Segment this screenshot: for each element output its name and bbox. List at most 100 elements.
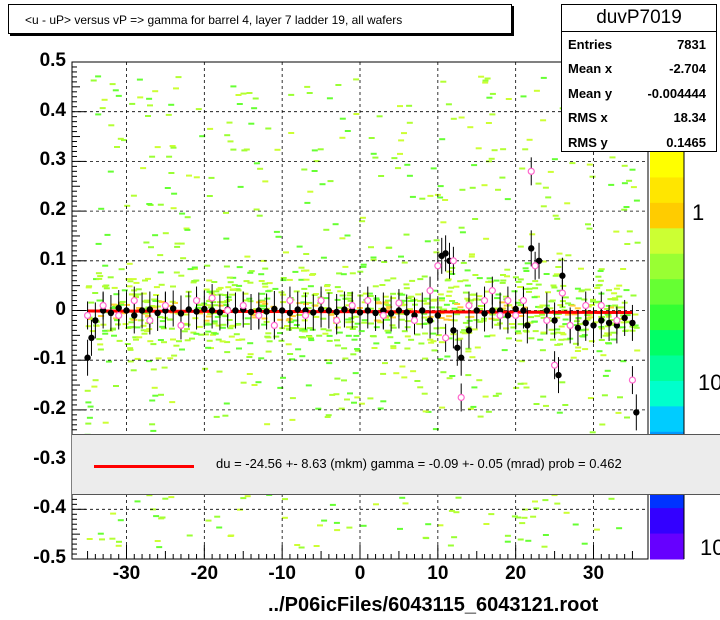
scatter-cell [499,301,506,304]
scatter-cell [191,267,198,270]
scatter-cell [624,314,631,317]
scatter-cell [472,274,479,276]
scatter-cell [158,393,164,396]
scatter-cell [286,278,293,281]
scatter-cell [216,370,223,373]
scatter-cell [259,307,266,310]
scatter-cell [574,320,580,323]
scatter-cell [158,517,165,520]
scatter-cell [431,289,438,292]
scatter-cell [430,332,437,335]
scatter-cell [476,379,483,382]
scatter-cell [400,299,407,302]
profile-point-open [496,311,504,320]
scatter-cell [280,301,287,304]
scatter-cell [328,313,335,316]
scatter-cell [382,301,389,304]
scatter-cell [619,326,626,329]
scatter-cell [99,538,105,541]
title-box: <u - uP> versus vP => gamma for barrel 4… [8,4,512,34]
scatter-cell [613,287,620,290]
scatter-cell [236,266,243,269]
scatter-cell [504,198,511,201]
scatter-cell [401,132,407,135]
scatter-cell [515,280,522,283]
scatter-cell [217,304,224,307]
scatter-cell [555,266,562,268]
scatter-cell [206,279,213,282]
scatter-cell [373,298,380,301]
scatter-cell [170,207,177,210]
scatter-cell [306,92,313,94]
y-tick-label: -0.4 [33,497,66,519]
scatter-cell [523,330,530,333]
scatter-cell [252,97,259,100]
scatter-cell [406,174,413,177]
scatter-cell [210,293,217,296]
scatter-cell [386,306,393,308]
scatter-cell [405,297,412,300]
scatter-cell [540,119,547,122]
scatter-cell [448,286,455,289]
scatter-cell [482,79,489,82]
scatter-cell [299,355,306,358]
scatter-cell [562,404,569,406]
scatter-cell [103,287,110,290]
scatter-cell [223,237,230,240]
scatter-cell [306,335,313,338]
palette-cell [650,406,684,433]
scatter-cell [195,108,202,111]
scatter-cell [344,398,350,401]
scatter-cell [322,332,329,335]
scatter-cell [375,302,382,305]
scatter-cell [552,274,559,277]
profile-point-open [449,257,458,265]
scatter-cell [488,513,495,516]
scatter-cell [262,267,269,270]
scatter-cell [437,293,444,296]
profile-point-black [454,344,461,351]
scatter-cell [542,499,549,502]
stats-row-entries: Entries 7831 [562,32,716,56]
scatter-cell [361,321,368,324]
scatter-cell [237,185,244,188]
scatter-cell [86,416,93,419]
scatter-cell [257,167,264,170]
scatter-cell [375,319,382,322]
scatter-cell [471,328,478,331]
scatter-cell [262,180,269,183]
scatter-cell [334,344,341,347]
palette-cell [650,279,684,306]
profile-point-black [426,317,434,324]
scatter-cell [354,322,361,325]
scatter-cell [556,411,563,414]
profile-point-open [208,294,216,302]
scatter-cell [531,296,538,299]
scatter-cell [214,515,221,518]
scatter-cell [265,332,272,335]
scatter-cell [128,321,135,324]
scatter-cell [176,340,182,343]
scatter-cell [180,257,187,260]
scatter-cell [336,331,343,334]
scatter-cell [130,194,137,197]
scatter-cell [312,293,319,295]
scatter-cell [449,273,456,275]
scatter-cell [624,243,631,245]
scatter-cell [253,208,260,211]
scatter-cell [540,205,547,208]
profile-point-black [88,334,95,342]
scatter-cell [184,228,191,231]
scatter-cell [229,293,236,296]
scatter-cell [329,393,336,396]
scatter-cell [495,392,502,395]
scatter-cell [277,332,283,335]
palette-cell [650,508,684,535]
scatter-cell [522,267,529,270]
scatter-cell [133,281,140,284]
scatter-cell [467,126,474,129]
scatter-cell [616,284,623,287]
scatter-cell [535,283,542,286]
scatter-cell [438,341,445,344]
scatter-cell [134,500,141,503]
